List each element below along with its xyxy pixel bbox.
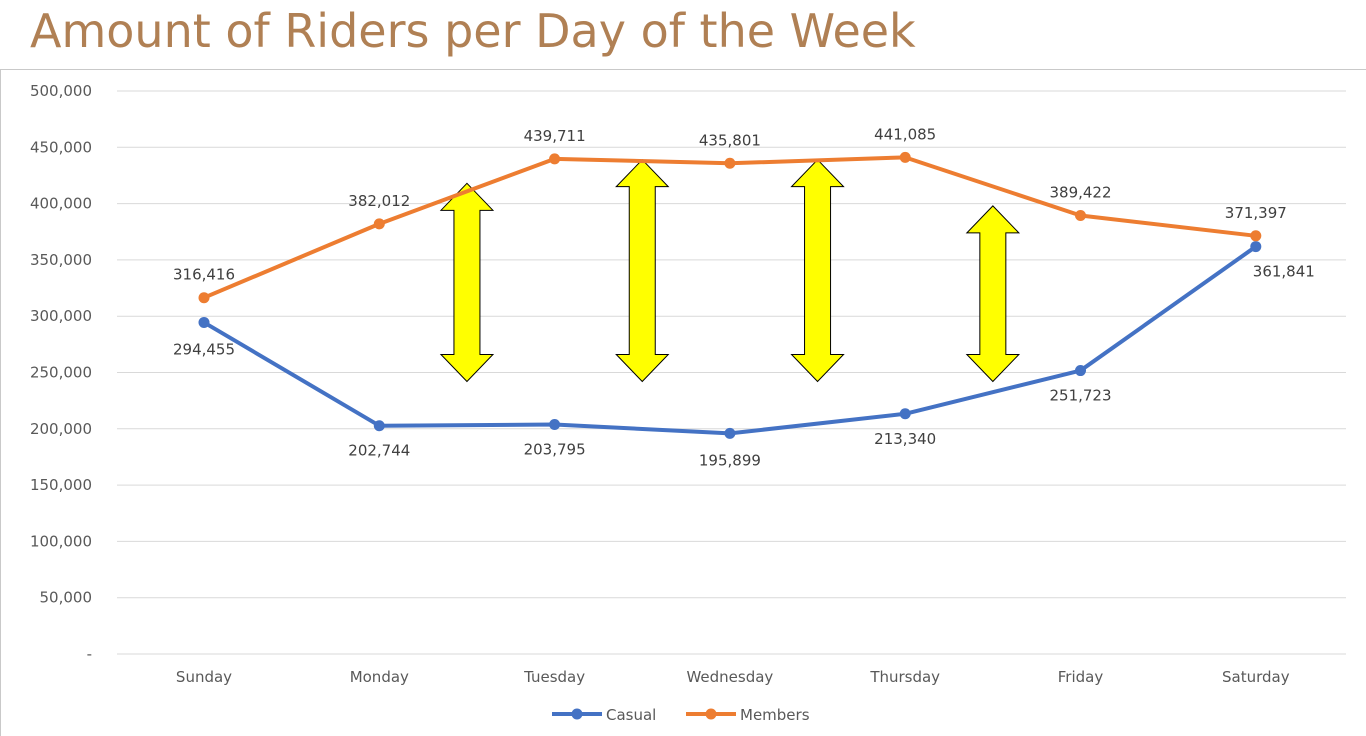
series-casual: 294,455 202,744 203,795 195,899 213,340 251,7… xyxy=(173,241,1315,469)
y-gridlines: - 50,000 100,000 150,000 200,000 250,000 300,0… xyxy=(30,82,1346,663)
data-point xyxy=(373,420,385,432)
data-point xyxy=(724,427,736,439)
data-point xyxy=(1075,365,1086,377)
y-tick-label: 100,000 xyxy=(30,532,92,550)
y-tick-label: 450,000 xyxy=(30,138,92,156)
data-label: 195,899 xyxy=(699,451,761,469)
x-tick-label: Thursday xyxy=(869,668,940,686)
y-tick-label: 300,000 xyxy=(30,307,92,325)
double-arrow-icon xyxy=(965,205,1021,383)
series-line xyxy=(203,155,1257,300)
x-tick-label: Wednesday xyxy=(686,668,773,686)
data-point xyxy=(1075,210,1086,222)
data-label: 213,340 xyxy=(874,430,936,448)
y-tick-label: 50,000 xyxy=(40,589,93,607)
legend-swatch-marker xyxy=(705,708,717,720)
data-point xyxy=(724,157,736,169)
data-point xyxy=(899,151,911,163)
x-tick-label: Saturday xyxy=(1222,668,1290,686)
data-label: 361,841 xyxy=(1253,263,1315,281)
arrow-annotations xyxy=(439,158,1021,383)
data-label: 439,711 xyxy=(524,127,586,145)
data-label: 371,397 xyxy=(1225,204,1287,222)
x-tick-label: Monday xyxy=(350,668,409,686)
legend-label: Casual xyxy=(606,706,656,724)
data-label: 251,723 xyxy=(1049,387,1111,405)
data-point xyxy=(1250,241,1262,253)
data-label: 203,795 xyxy=(524,441,586,459)
double-arrow-icon xyxy=(615,158,670,383)
legend: Casual Members xyxy=(552,706,810,724)
data-point xyxy=(899,408,911,420)
data-point xyxy=(549,419,561,431)
x-axis: Sunday Monday Tuesday Wednesday Thursday Frid… xyxy=(176,668,1290,686)
x-tick-label: Friday xyxy=(1058,668,1104,686)
y-tick-label: 500,000 xyxy=(30,82,92,100)
data-label: 389,422 xyxy=(1049,184,1111,202)
data-point xyxy=(198,316,210,328)
legend-swatch-marker xyxy=(571,708,583,720)
y-tick-label: 200,000 xyxy=(30,420,92,438)
legend-label: Members xyxy=(740,706,810,724)
double-arrow-icon xyxy=(439,182,495,383)
y-tick-label: 350,000 xyxy=(30,251,92,269)
data-label: 441,085 xyxy=(874,125,936,143)
y-tick-label: 250,000 xyxy=(30,364,92,382)
page-title: Amount of Riders per Day of the Week xyxy=(30,4,916,58)
x-tick-label: Tuesday xyxy=(523,668,585,686)
data-label: 316,416 xyxy=(173,266,235,284)
data-point xyxy=(373,218,385,230)
double-arrow-icon xyxy=(790,158,845,383)
data-label: 202,744 xyxy=(348,442,410,460)
y-tick-label: - xyxy=(87,645,92,663)
data-point xyxy=(198,292,210,304)
data-label: 382,012 xyxy=(348,192,410,210)
data-label: 435,801 xyxy=(699,131,761,149)
y-tick-label: 150,000 xyxy=(30,476,92,494)
series-line xyxy=(202,244,1257,436)
data-point xyxy=(549,153,561,165)
series-members: 316,416 382,012 439,711 435,801 441,085 389,4… xyxy=(173,125,1287,304)
data-point xyxy=(1250,230,1262,242)
x-tick-label: Sunday xyxy=(176,668,232,686)
data-label: 294,455 xyxy=(173,340,235,358)
y-tick-label: 400,000 xyxy=(30,195,92,213)
chart-frame xyxy=(0,69,1366,736)
